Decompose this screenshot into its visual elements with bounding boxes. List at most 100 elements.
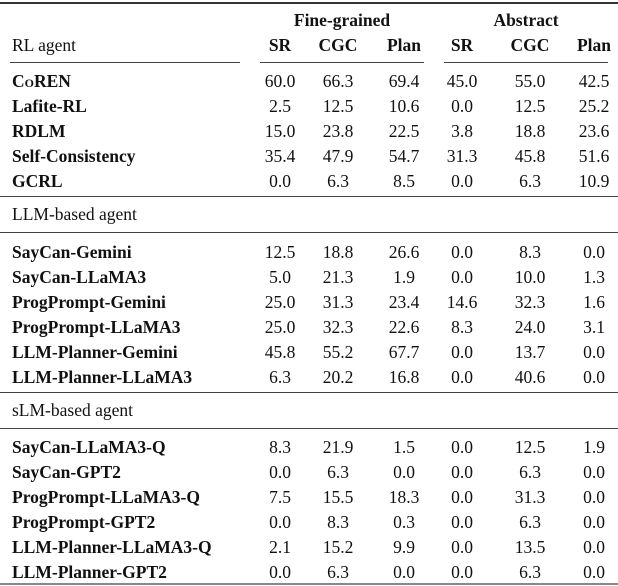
cell-abs-plan: 51.6	[578, 146, 610, 166]
row-name: ProgPrompt-Gemini	[12, 292, 166, 312]
cell-abs-plan: 0.0	[583, 512, 605, 532]
cell-abs-plan: 1.6	[583, 292, 605, 312]
table-row: SayCan-GPT2 0.0 6.3 0.0 0.0 6.3 0.0	[0, 460, 618, 485]
cell-fg-sr: 0.0	[269, 562, 291, 582]
cell-fg-sr: 35.4	[264, 146, 296, 166]
cell-abs-sr: 0.0	[451, 342, 473, 362]
cell-fg-cgc: 6.3	[327, 171, 349, 191]
cell-fg-cgc: 6.3	[327, 562, 349, 582]
cell-fg-sr: 12.5	[264, 242, 296, 262]
cell-fg-sr: 15.0	[264, 121, 296, 141]
cell-fg-sr: 8.3	[269, 437, 291, 457]
cell-abs-cgc: 6.3	[519, 512, 541, 532]
cell-abs-sr: 31.3	[446, 146, 478, 166]
cell-abs-cgc: 45.8	[514, 146, 546, 166]
cmidrule-fine-grained	[260, 62, 424, 63]
cell-abs-cgc: 18.8	[514, 121, 546, 141]
cell-abs-cgc: 55.0	[514, 71, 546, 91]
column-header-fg-plan: Plan	[386, 35, 422, 55]
cell-fg-plan: 9.9	[393, 537, 415, 557]
column-header-abs-sr: SR	[450, 35, 474, 55]
cell-abs-sr: 0.0	[451, 437, 473, 457]
cell-fg-cgc: 31.3	[322, 292, 354, 312]
cell-abs-cgc: 8.3	[519, 242, 541, 262]
section-label-rl-agent: RL agent	[12, 35, 76, 55]
cell-abs-plan: 0.0	[583, 562, 605, 582]
cell-abs-plan: 0.0	[583, 242, 605, 262]
top-rule	[0, 2, 618, 4]
row-name: SayCan-GPT2	[12, 462, 121, 482]
cell-abs-plan: 0.0	[583, 367, 605, 387]
cell-abs-cgc: 6.3	[519, 171, 541, 191]
cell-abs-plan: 0.0	[583, 342, 605, 362]
cell-abs-cgc: 40.6	[514, 367, 546, 387]
cell-fg-cgc: 23.8	[322, 121, 354, 141]
table-row: ProgPrompt-GPT2 0.0 8.3 0.3 0.0 6.3 0.0	[0, 510, 618, 535]
cell-abs-sr: 0.0	[451, 267, 473, 287]
row-name: LLM-Planner-GPT2	[12, 562, 167, 582]
cell-fg-plan: 0.3	[393, 512, 415, 532]
cell-fg-plan: 23.4	[388, 292, 420, 312]
cell-abs-cgc: 24.0	[514, 317, 546, 337]
cell-fg-sr: 2.5	[269, 96, 291, 116]
row-name: ProgPrompt-LLaMA3	[12, 317, 181, 337]
cell-abs-cgc: 12.5	[514, 437, 546, 457]
cell-fg-plan: 26.6	[388, 242, 420, 262]
group-header-fine-grained: Fine-grained	[293, 10, 391, 30]
cell-abs-cgc: 12.5	[514, 96, 546, 116]
cell-abs-plan: 1.3	[583, 267, 605, 287]
cell-abs-sr: 0.0	[451, 487, 473, 507]
cell-fg-plan: 1.5	[393, 437, 415, 457]
cmidrule-label	[10, 62, 240, 63]
cell-abs-sr: 8.3	[451, 317, 473, 337]
cell-abs-sr: 0.0	[451, 171, 473, 191]
table-row: LLM-Planner-LLaMA3-Q 2.1 15.2 9.9 0.0 13…	[0, 535, 618, 560]
cell-fg-cgc: 12.5	[322, 96, 354, 116]
cell-abs-sr: 0.0	[451, 512, 473, 532]
row-name: LLM-Planner-LLaMA3	[12, 367, 193, 387]
cell-fg-plan: 22.6	[388, 317, 420, 337]
section-label-slm-agent: sLM-based agent	[12, 400, 134, 420]
table-row: RDLM 15.0 23.8 22.5 3.8 18.8 23.6	[0, 119, 618, 144]
table-row: SayCan-LLaMA3 5.0 21.3 1.9 0.0 10.0 1.3	[0, 265, 618, 290]
cell-abs-plan: 0.0	[583, 487, 605, 507]
cell-abs-plan: 10.9	[578, 171, 610, 191]
table-row: Lafite-RL 2.5 12.5 10.6 0.0 12.5 25.2	[0, 94, 618, 119]
cell-abs-plan: 0.0	[583, 462, 605, 482]
cell-fg-cgc: 32.3	[322, 317, 354, 337]
cell-fg-sr: 0.0	[269, 512, 291, 532]
cell-fg-sr: 0.0	[269, 462, 291, 482]
cell-fg-plan: 8.5	[393, 171, 415, 191]
column-header-fg-sr: SR	[268, 35, 292, 55]
cell-fg-plan: 54.7	[388, 146, 420, 166]
cell-abs-plan: 25.2	[578, 96, 610, 116]
cell-fg-cgc: 15.2	[322, 537, 354, 557]
cell-abs-cgc: 13.5	[514, 537, 546, 557]
section-divider	[0, 428, 618, 429]
cell-fg-cgc: 66.3	[322, 71, 354, 91]
cell-abs-sr: 3.8	[451, 121, 473, 141]
table-row: GCRL 0.0 6.3 8.5 0.0 6.3 10.9	[0, 169, 618, 194]
cell-fg-plan: 0.0	[393, 462, 415, 482]
cell-abs-cgc: 32.3	[514, 292, 546, 312]
cell-fg-sr: 5.0	[269, 267, 291, 287]
cell-fg-plan: 67.7	[388, 342, 420, 362]
group-header-abstract: Abstract	[493, 10, 559, 30]
cell-fg-sr: 45.8	[264, 342, 296, 362]
cell-abs-plan: 0.0	[583, 537, 605, 557]
cell-fg-sr: 6.3	[269, 367, 291, 387]
cell-fg-cgc: 21.9	[322, 437, 354, 457]
column-header-abs-plan: Plan	[576, 35, 612, 55]
cell-abs-sr: 0.0	[451, 562, 473, 582]
cell-fg-cgc: 15.5	[322, 487, 354, 507]
cell-fg-plan: 1.9	[393, 267, 415, 287]
cell-abs-cgc: 6.3	[519, 462, 541, 482]
row-name: SayCan-LLaMA3	[12, 267, 147, 287]
table-row: ProgPrompt-LLaMA3 25.0 32.3 22.6 8.3 24.…	[0, 315, 618, 340]
row-name: GCRL	[12, 171, 63, 191]
cell-fg-plan: 10.6	[388, 96, 420, 116]
table-row: LLM-Planner-Gemini 45.8 55.2 67.7 0.0 13…	[0, 340, 618, 365]
table-row: LLM-Planner-GPT2 0.0 6.3 0.0 0.0 6.3 0.0	[0, 560, 618, 585]
cell-abs-sr: 0.0	[451, 462, 473, 482]
cell-fg-sr: 25.0	[264, 292, 296, 312]
